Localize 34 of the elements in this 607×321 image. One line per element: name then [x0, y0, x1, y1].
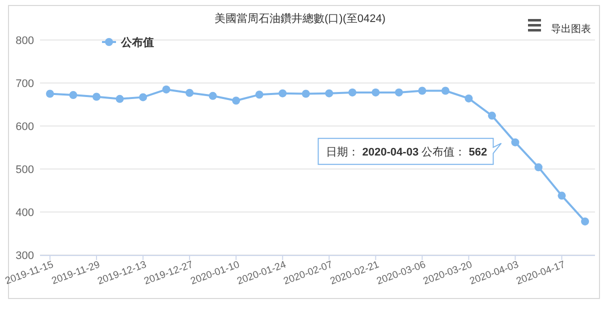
point [534, 163, 543, 172]
point [116, 94, 124, 103]
point [208, 92, 217, 100]
point [139, 93, 148, 102]
text: 导出图表 [551, 23, 591, 35]
point [464, 94, 473, 102]
point [581, 217, 590, 226]
annotation: 日期： 2020-04-03 公布值： 562 [326, 146, 488, 158]
point [511, 138, 520, 146]
chart-title: 美國當周石油鑽井總數(口)(至0424) [214, 12, 386, 25]
y-tick-label: 500 [16, 164, 34, 176]
point [418, 86, 426, 95]
point [325, 89, 334, 98]
y-tick-label: 300 [16, 250, 34, 262]
point [232, 96, 240, 105]
point [302, 90, 310, 98]
y-tick-label: 800 [16, 35, 34, 47]
point [372, 88, 380, 96]
y-tick-label: 400 [16, 207, 34, 219]
point [255, 90, 264, 99]
point [186, 88, 194, 97]
y-tick-label: 700 [16, 78, 34, 90]
y-tick-label: 600 [16, 121, 34, 133]
point [488, 112, 496, 120]
point [348, 88, 356, 96]
point [441, 86, 450, 95]
point [69, 91, 78, 100]
point [278, 89, 287, 98]
legend-label: 公布值 [120, 36, 154, 49]
point [46, 90, 54, 98]
point [394, 88, 403, 96]
point [162, 85, 170, 94]
point [92, 92, 100, 101]
point [558, 192, 566, 200]
